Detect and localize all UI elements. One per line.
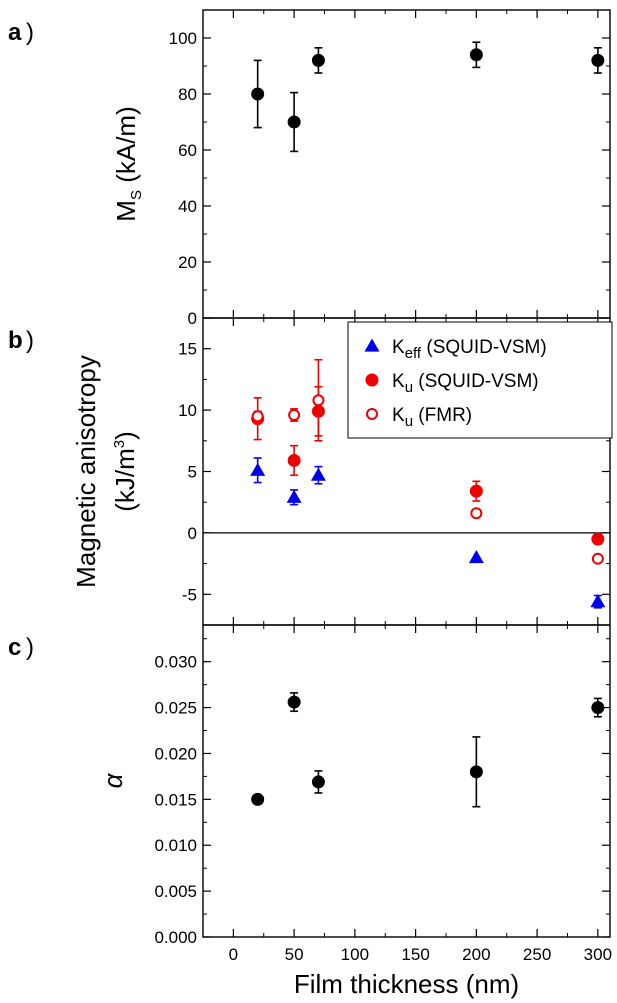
y-tick-label: 0.005	[154, 882, 197, 901]
legend: Keff (SQUID-VSM) Ku (SQUID-VSM) Ku (FMR)	[347, 321, 613, 439]
y-tick-label: 0	[188, 524, 197, 543]
y-axis-title: MS (kA/m)	[111, 106, 145, 221]
series-0	[250, 457, 606, 609]
data-point	[469, 484, 483, 498]
data-point	[590, 594, 606, 608]
data-point	[311, 775, 325, 789]
data-point	[366, 408, 378, 420]
data-point	[250, 462, 266, 476]
y-tick-label: 60	[178, 141, 197, 160]
data-point	[591, 532, 605, 546]
panel-label: b	[8, 327, 23, 354]
data-point	[288, 409, 301, 422]
y-tick-label: 0.000	[154, 928, 197, 947]
series-0	[251, 41, 605, 153]
data-point	[468, 549, 484, 564]
y-axis-title: α	[98, 772, 128, 788]
y-tick-label: 0	[188, 309, 197, 328]
x-tick-label: 50	[285, 945, 304, 964]
data-point	[287, 695, 301, 709]
data-point	[251, 792, 265, 806]
y-tick-label: 80	[178, 85, 197, 104]
panel-a: 0 20 40 60 80 100 a) MS (kA/m)	[8, 9, 611, 328]
series-2	[251, 358, 604, 565]
panel-label-paren: )	[26, 19, 34, 46]
plot-frame	[202, 624, 611, 938]
y-tick-label: -5	[182, 585, 197, 604]
panel-label: a	[8, 19, 22, 46]
y-tick-label: 10	[178, 401, 197, 420]
data-point	[251, 87, 265, 101]
data-point	[469, 48, 483, 62]
y-tick-label: 40	[178, 197, 197, 216]
y-tick-label: 0.010	[154, 836, 197, 855]
legend-entry: Keff (SQUID-VSM)	[392, 337, 547, 362]
plot-frame	[202, 9, 611, 319]
y-tick-label: 5	[188, 463, 197, 482]
x-axis-title: Film thickness (nm)	[294, 969, 519, 999]
data-point	[470, 507, 483, 520]
x-tick-label: 250	[523, 945, 551, 964]
legend-entry: Ku (FMR)	[392, 405, 472, 430]
panel-b: -5 0 5 10 15 b) Magnetic anisotropy (kJ/m3) Keff…	[8, 317, 613, 626]
legend-box	[347, 321, 613, 439]
panel-label-paren: )	[26, 327, 34, 354]
data-point	[251, 410, 264, 423]
y-tick-label: 20	[178, 253, 197, 272]
y-tick-label: 0.025	[154, 699, 197, 718]
panel-label-paren: )	[26, 634, 34, 661]
x-tick-label: 300	[584, 945, 612, 964]
panel-label: c	[8, 634, 21, 661]
y-tick-label: 0.020	[154, 744, 197, 763]
data-point	[310, 467, 326, 481]
y-tick-label: 0.015	[154, 790, 197, 809]
data-point	[365, 373, 379, 387]
y-tick-label: 0.030	[154, 653, 197, 672]
x-tick-label: 200	[462, 945, 490, 964]
panel-c: 0.000 0.005 0.010 0.015 0.020 0.025 0.030 0 50 10…	[8, 624, 612, 999]
data-point	[287, 115, 301, 129]
x-tick-label: 150	[401, 945, 429, 964]
series-0	[251, 692, 605, 808]
x-tick-label: 100	[341, 945, 369, 964]
data-point	[311, 53, 325, 67]
data-point	[591, 552, 604, 565]
x-tick-label: 0	[229, 945, 238, 964]
data-point	[591, 701, 605, 715]
data-point	[287, 453, 301, 467]
y-tick-label: 100	[169, 29, 197, 48]
legend-entry: Ku (SQUID-VSM)	[392, 371, 539, 396]
data-point	[286, 489, 302, 503]
data-point	[469, 765, 483, 779]
y-axis-title: Magnetic anisotropy	[71, 355, 101, 588]
data-point	[312, 394, 325, 407]
data-point	[364, 338, 380, 352]
data-point	[591, 53, 605, 67]
y-tick-label: 15	[178, 340, 197, 359]
y-axis-title-units: (kJ/m3)	[110, 431, 140, 512]
